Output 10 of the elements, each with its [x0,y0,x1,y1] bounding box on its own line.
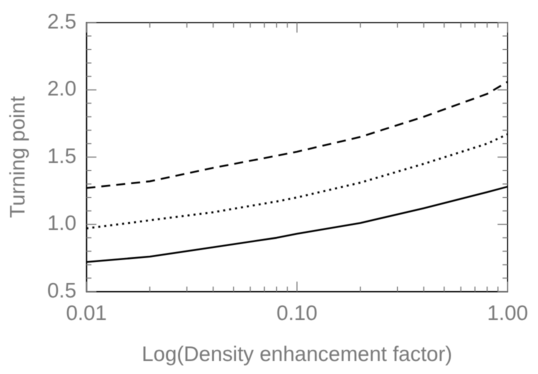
y-tick-label: 1.0 [47,212,76,236]
x-tick-label: 0.10 [276,302,318,325]
y-axis-title: Turning point [6,96,30,218]
y-tick-label: 0.5 [47,279,76,302]
x-axis-title: Log(Density enhancement factor) [142,343,452,366]
x-tick-label: 0.01 [66,302,107,325]
y-tick-label: 2.5 [47,10,76,34]
y-tick-label: 2.0 [47,78,76,101]
x-tick-label: 1.00 [487,302,528,325]
y-tick-label: 1.5 [47,144,76,168]
